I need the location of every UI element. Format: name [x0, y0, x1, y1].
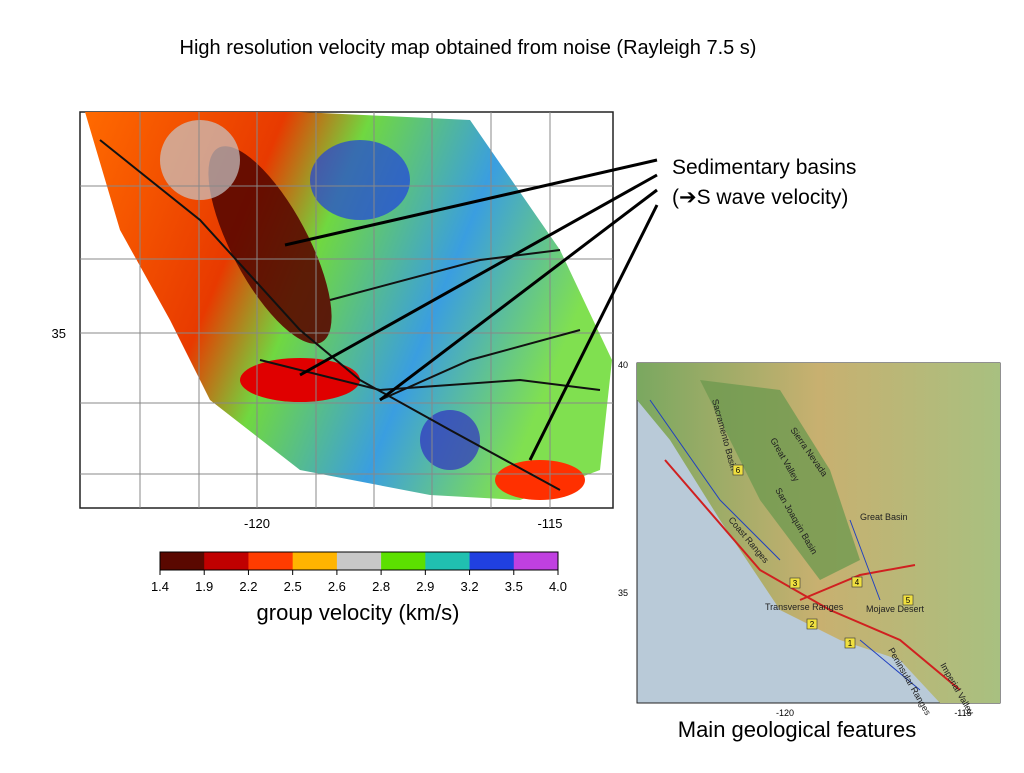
colorbar-tick-label: 2.5 [284, 579, 302, 594]
velocity-map: -120 -115 35 [52, 111, 614, 531]
marker-box [732, 464, 744, 476]
y-tick-label: 35 [52, 326, 66, 341]
colorbar-frame [159, 551, 559, 571]
colorbar-segment [160, 552, 205, 570]
marker-label: 3 [793, 579, 798, 588]
annotation: Sedimentary basins [672, 156, 856, 179]
colorbar-segment [425, 552, 471, 570]
feature-label: Mojave Desert [866, 604, 925, 614]
x-tick-label: -120 [776, 708, 794, 718]
colorbar-segment [248, 552, 294, 570]
colorbar-tick-label: 2.9 [416, 579, 434, 594]
annotation-arrows [284, 158, 659, 461]
marker-label: 4 [855, 578, 860, 587]
colorbar-tick-label: 2.2 [239, 579, 257, 594]
marker-box [844, 637, 856, 649]
feature-label: Transverse Ranges [765, 602, 844, 612]
x-tick-label: -115 [954, 708, 971, 718]
marker-box [806, 618, 818, 630]
feature-label: Great Basin [860, 512, 908, 522]
y-tick-label: 35 [618, 588, 628, 598]
colorbar-segment [381, 552, 426, 570]
colorbar-segment [292, 552, 338, 570]
y-tick-label: 40 [618, 360, 628, 370]
marker-box [851, 576, 863, 588]
marker-label: 1 [848, 639, 853, 648]
colorbar-tick-label: 2.8 [372, 579, 390, 594]
marker-box [789, 577, 801, 589]
colorbar-tick-label: 3.2 [461, 579, 479, 594]
marker-label: 2 [810, 620, 815, 629]
colorbar-segment [336, 552, 382, 570]
colorbar: 1.4 1.9 2.2 2.5 2.6 2.8 2.9 3.2 3.5 4.0 [151, 551, 567, 594]
marker-label: 6 [736, 466, 741, 475]
marker-box [902, 594, 914, 606]
annotation: (➔S wave velocity) [672, 186, 848, 209]
colorbar-label: group velocity (km/s) [257, 600, 460, 625]
colorbar-segment [513, 552, 559, 570]
x-tick-label: -120 [244, 516, 270, 531]
colorbar-segment [469, 552, 515, 570]
colorbar-segment [204, 552, 249, 570]
colorbar-tick-label: 4.0 [549, 579, 567, 594]
x-tick-label: -115 [537, 516, 562, 531]
colorbar-tick-label: 3.5 [505, 579, 523, 594]
caption: Main geological features [678, 717, 916, 742]
colorbar-tick-label: 1.4 [151, 579, 169, 594]
markers: 1 2 3 4 5 6 [732, 464, 914, 649]
geology-map: Sacramento Basin Great Valley Sierra Nev… [618, 360, 1001, 718]
colorbar-tick-label: 1.9 [195, 579, 213, 594]
marker-label: 5 [906, 596, 911, 605]
title: High resolution velocity map obtained fr… [180, 37, 757, 59]
colorbar-tick-label: 2.6 [328, 579, 346, 594]
